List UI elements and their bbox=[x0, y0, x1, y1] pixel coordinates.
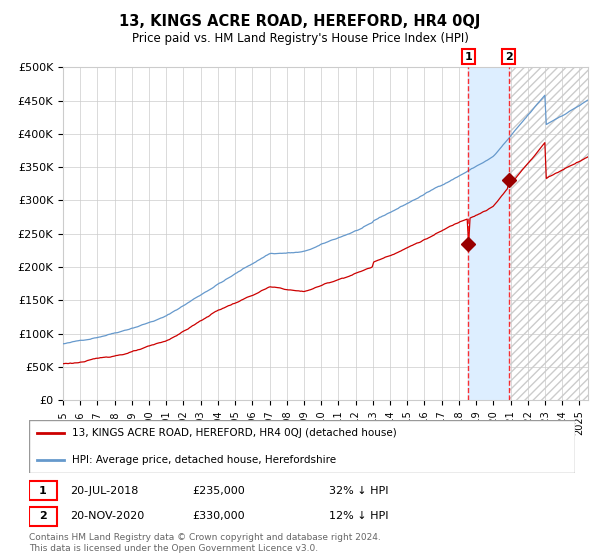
Text: 1: 1 bbox=[39, 486, 47, 496]
Text: 12% ↓ HPI: 12% ↓ HPI bbox=[329, 511, 389, 521]
Text: 20-JUL-2018: 20-JUL-2018 bbox=[70, 486, 138, 496]
FancyBboxPatch shape bbox=[29, 507, 57, 526]
Text: 13, KINGS ACRE ROAD, HEREFORD, HR4 0QJ (detached house): 13, KINGS ACRE ROAD, HEREFORD, HR4 0QJ (… bbox=[73, 428, 397, 438]
FancyBboxPatch shape bbox=[29, 420, 575, 473]
Text: HPI: Average price, detached house, Herefordshire: HPI: Average price, detached house, Here… bbox=[73, 455, 337, 465]
Text: 1: 1 bbox=[464, 52, 472, 62]
Text: 2: 2 bbox=[505, 52, 512, 62]
Text: 2: 2 bbox=[39, 511, 47, 521]
Bar bbox=[509, 67, 588, 400]
Text: 13, KINGS ACRE ROAD, HEREFORD, HR4 0QJ: 13, KINGS ACRE ROAD, HEREFORD, HR4 0QJ bbox=[119, 14, 481, 29]
Text: Contains HM Land Registry data © Crown copyright and database right 2024.
This d: Contains HM Land Registry data © Crown c… bbox=[29, 533, 380, 553]
Text: £235,000: £235,000 bbox=[193, 486, 245, 496]
Text: 32% ↓ HPI: 32% ↓ HPI bbox=[329, 486, 389, 496]
Text: Price paid vs. HM Land Registry's House Price Index (HPI): Price paid vs. HM Land Registry's House … bbox=[131, 32, 469, 45]
Text: £330,000: £330,000 bbox=[193, 511, 245, 521]
FancyBboxPatch shape bbox=[29, 481, 57, 500]
Bar bbox=[469, 67, 509, 400]
Text: 20-NOV-2020: 20-NOV-2020 bbox=[70, 511, 144, 521]
